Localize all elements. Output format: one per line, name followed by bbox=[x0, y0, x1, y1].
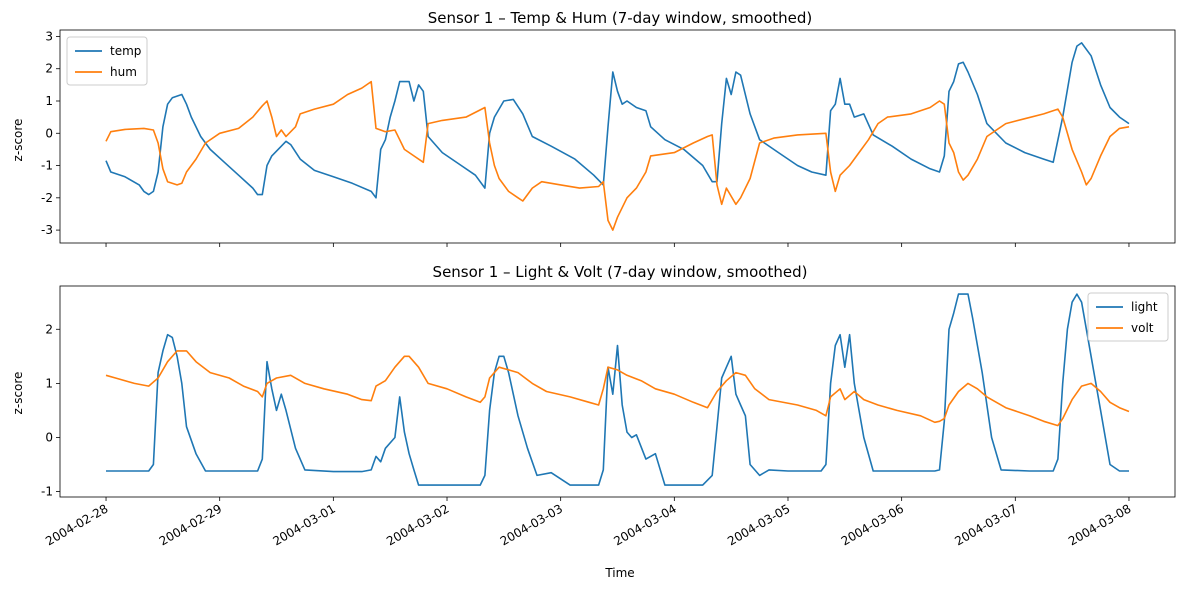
x-tick-label: 2004-03-01 bbox=[270, 501, 337, 548]
x-tick-label: 2004-02-28 bbox=[43, 501, 110, 548]
x-tick-label: 2004-03-08 bbox=[1066, 501, 1133, 548]
series-line-light bbox=[106, 293, 1129, 486]
plot-frame bbox=[59, 285, 1176, 498]
y-tick-label: 0 bbox=[45, 430, 53, 444]
legend-label-hum: hum bbox=[110, 65, 137, 79]
y-tick-label: -3 bbox=[41, 223, 53, 237]
chart-title-light-volt: Sensor 1 – Light & Volt (7-day window, s… bbox=[433, 263, 808, 281]
legend-box bbox=[66, 36, 148, 86]
legend-label-volt: volt bbox=[1131, 321, 1154, 335]
legend-label-temp: temp bbox=[110, 44, 141, 58]
y-tick-label: -1 bbox=[41, 485, 53, 499]
series-line-hum bbox=[105, 80, 1130, 231]
y-tick-label: 2 bbox=[45, 322, 53, 336]
y-tick-label: -2 bbox=[41, 191, 53, 205]
legend-box bbox=[1087, 292, 1169, 342]
y-tick-label: 1 bbox=[45, 94, 53, 108]
chart-title-temp-hum: Sensor 1 – Temp & Hum (7-day window, smo… bbox=[428, 9, 813, 27]
y-tick-label: -1 bbox=[41, 159, 53, 173]
series-line-temp bbox=[105, 42, 1130, 199]
y-tick-label: 1 bbox=[45, 376, 53, 390]
x-tick-label: 2004-03-06 bbox=[839, 501, 906, 548]
series-line-volt bbox=[105, 350, 1130, 427]
temp-hum-plot: -3 -2 -1 0 1 2 3 temp hum bbox=[41, 29, 1176, 247]
x-axis-label: Time bbox=[604, 566, 634, 580]
y-axis-label-light-volt: z-score bbox=[11, 372, 25, 415]
y-tick-label: 2 bbox=[45, 62, 53, 76]
x-tick-label: 2004-03-04 bbox=[611, 501, 678, 548]
x-tick-label: 2004-03-03 bbox=[498, 501, 565, 548]
legend-label-light: light bbox=[1131, 300, 1158, 314]
light-volt-plot: -1 0 1 2 2004-02-28 2004-02-29 2004-03-01 2004-… bbox=[41, 285, 1176, 548]
x-tick-label: 2004-03-02 bbox=[384, 501, 451, 548]
x-tick-label: 2004-03-05 bbox=[725, 501, 792, 548]
y-axis-label-temp-hum: z-score bbox=[11, 119, 25, 162]
x-tick-label: 2004-02-29 bbox=[157, 501, 224, 548]
y-tick-label: 0 bbox=[45, 126, 53, 140]
y-tick-label: 3 bbox=[45, 29, 53, 43]
x-tick-label: 2004-03-07 bbox=[952, 501, 1019, 548]
plot-frame bbox=[59, 29, 1176, 244]
